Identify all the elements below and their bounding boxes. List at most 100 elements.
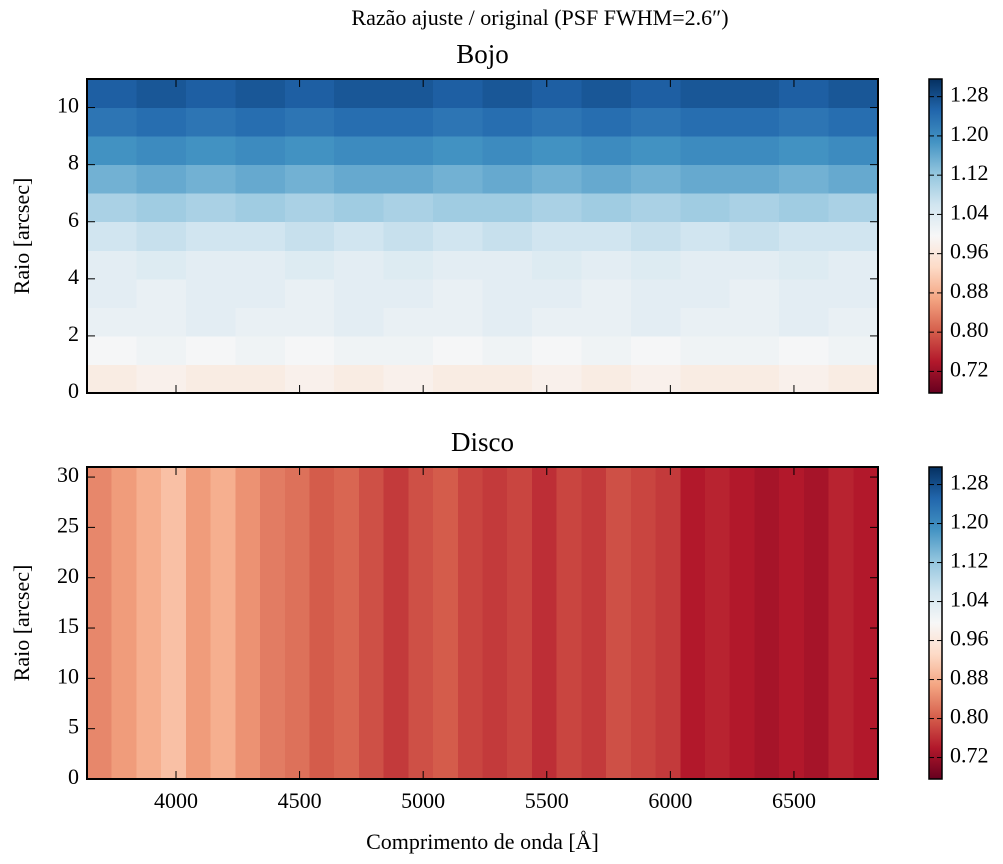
y-tick-label: 25 [57,512,79,537]
heatmap-cell [729,136,780,166]
y-tick-label: 5 [68,714,79,739]
x-tick-label: 6500 [772,788,816,813]
heatmap-cell [284,164,335,194]
heatmap-cell [334,164,385,194]
heatmap-cell [680,79,731,109]
heatmap-cell [754,467,780,780]
x-tick-label: 4500 [278,788,322,813]
heatmap-cell [433,164,483,194]
heatmap-cell [136,278,187,308]
heatmap-cell [482,164,533,194]
heatmap-cell [111,467,137,780]
colorbar-tick-label: 1.04 [950,587,989,612]
heatmap-cell [729,250,780,280]
heatmap-cell [136,193,187,223]
heatmap-cell [704,467,731,780]
heatmap-cell [630,278,681,308]
heatmap-cell [729,79,780,109]
heatmap-cell [729,467,755,780]
heatmap-cell [284,79,335,109]
heatmap-cell [630,107,681,137]
heatmap-cell [185,307,236,337]
heatmap-cell [680,250,731,280]
colorbar-tick-label: 0.96 [950,239,989,264]
x-tick-label: 5000 [401,788,445,813]
figure-title: Razão ajuste / original (PSF FWHM=2.6″) [351,5,728,30]
heatmap-cell [433,136,483,166]
heatmap-cell [482,193,533,223]
heatmap-cell [630,467,657,780]
heatmap-cell [136,250,187,280]
heatmap-cell [680,335,731,365]
heatmap-cell [87,335,137,365]
heatmap-cell [531,221,582,251]
colorbar-tick-label: 0.80 [950,704,989,729]
colorbar-tick-label: 1.20 [950,509,989,534]
heatmap-cell [729,193,780,223]
heatmap-cell [482,335,533,365]
heatmap-cell [531,335,582,365]
colorbar-tick-label: 1.04 [950,199,989,224]
heatmap-cell [309,467,335,780]
heatmap-cell [185,136,236,166]
heatmap-cell [507,467,533,780]
heatmap-cell [185,221,236,251]
heatmap-cell [87,467,113,780]
heatmap-cell [581,335,632,365]
heatmap-cell [680,364,731,394]
heatmap-cell [358,467,385,780]
heatmap-cell [334,278,385,308]
heatmap-cell [284,193,335,223]
heatmap-cell [334,79,385,109]
y-tick-label: 2 [68,321,79,346]
heatmap-cell [779,221,830,251]
heatmap-cell [531,79,582,109]
heatmap-cell [136,164,187,194]
heatmap-cell [284,467,310,780]
heatmap-cell [581,307,632,337]
heatmap-cell [630,250,681,280]
heatmap-cell [729,278,780,308]
heatmap-cell [655,467,681,780]
heatmap-cell [185,79,236,109]
heatmap-cell [433,193,483,223]
heatmap-cell [433,364,483,394]
heatmap-cell [185,164,236,194]
heatmap-cell [630,221,681,251]
y-tick-label: 0 [68,378,79,403]
heatmap-cell [630,79,681,109]
heatmap-cell [334,364,385,394]
heatmap-cell [779,278,830,308]
heatmap-cell [482,79,533,109]
heatmap-cell [383,250,434,280]
heatmap-cell [680,278,731,308]
heatmap-cell [779,335,830,365]
heatmap-cell [433,221,483,251]
colorbar-tick-label: 0.88 [950,665,989,690]
colorbar [928,466,943,780]
heatmap-cell [235,250,286,280]
heatmap-cell [161,467,187,780]
heatmap-cell [828,164,879,194]
heatmap-cell [136,136,187,166]
heatmap-cell [482,221,533,251]
heatmap-cell [779,193,830,223]
heatmap-cell [828,221,879,251]
y-axis-label: Raio [arcsec] [9,178,34,295]
heatmap-cell [408,467,434,780]
heatmap-cell [383,107,434,137]
heatmap-cell [235,221,286,251]
heatmap-cell [531,307,582,337]
heatmap-cell [433,467,459,780]
heatmap-cell [531,250,582,280]
axes-frame [86,466,879,780]
heatmap-cell [235,107,286,137]
heatmap-cell [779,79,830,109]
heatmap-cell [235,193,286,223]
heatmap-cell [779,364,830,394]
heatmap-cell [828,250,879,280]
heatmap-cell [185,250,236,280]
x-tick-label: 5500 [525,788,569,813]
heatmap-cell [482,250,533,280]
heatmap-cell [235,335,286,365]
